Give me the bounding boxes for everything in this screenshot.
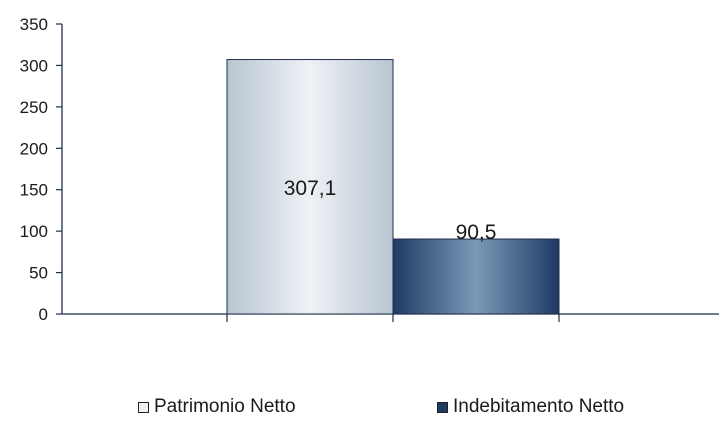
y-tick-label: 150: [20, 181, 48, 200]
y-tick-label: 50: [29, 264, 48, 283]
data-label-patrimonio-netto: 307,1: [284, 177, 337, 200]
y-tick-label: 250: [20, 98, 48, 117]
data-labels: 307,1 90,5: [284, 177, 497, 244]
legend-item-patrimonio-netto: Patrimonio Netto: [138, 396, 296, 418]
x-axis: [62, 313, 719, 322]
legend: Patrimonio Netto Indebitamento Netto: [0, 396, 719, 426]
bars: [226, 59, 560, 315]
legend-label-patrimonio-netto: Patrimonio Netto: [154, 396, 296, 417]
y-tick-label: 300: [20, 56, 48, 75]
y-tick-label: 200: [20, 139, 48, 158]
y-tick-label: 0: [39, 305, 48, 324]
legend-item-indebitamento-netto: Indebitamento Netto: [437, 396, 624, 418]
bar-indebitamento-netto: [392, 238, 560, 315]
y-tick-label: 350: [20, 15, 48, 34]
y-axis: 0 50 100 150 200 250 300 350: [20, 15, 63, 324]
y-tick-label: 100: [20, 222, 48, 241]
bar-patrimonio-netto: [226, 59, 394, 315]
legend-swatch-patrimonio-netto: [138, 401, 149, 413]
legend-label-indebitamento-netto: Indebitamento Netto: [453, 396, 625, 417]
data-label-indebitamento-netto: 90,5: [456, 221, 497, 244]
legend-swatch-indebitamento-netto: [437, 401, 448, 413]
